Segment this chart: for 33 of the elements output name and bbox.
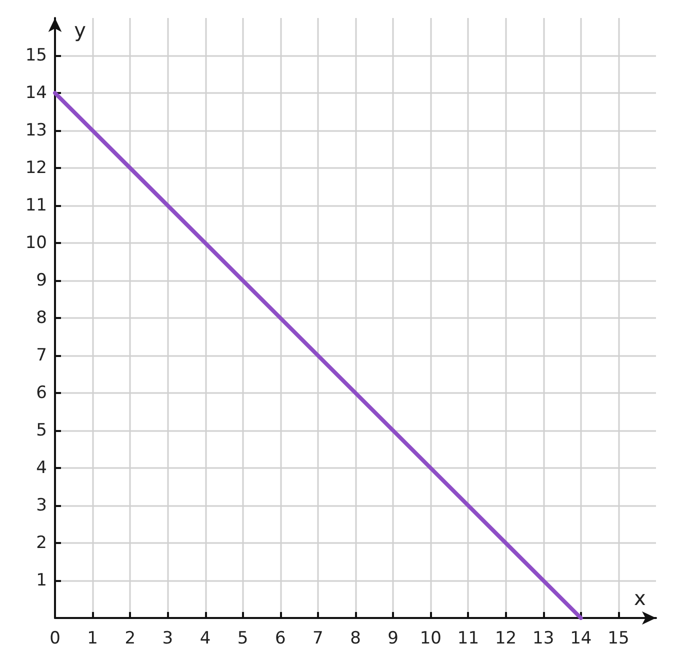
x-tick-label: 4 — [200, 628, 211, 648]
y-tick-label: 7 — [36, 346, 47, 366]
x-tick-label: 13 — [532, 628, 554, 648]
x-tick-label: 7 — [312, 628, 324, 648]
y-tick-label: 6 — [36, 383, 47, 403]
y-tick-label: 9 — [36, 270, 47, 290]
x-tick-label: 12 — [494, 628, 517, 648]
x-tick-label: 5 — [237, 628, 248, 648]
x-tick-label: 6 — [274, 628, 286, 648]
x-tick-label: 3 — [162, 628, 174, 648]
x-tick-label: 15 — [608, 628, 630, 648]
y-tick-label: 15 — [25, 46, 47, 66]
x-tick-label: 0 — [50, 628, 60, 648]
x-tick-label: 2 — [124, 628, 136, 648]
x-axis-title: x — [634, 586, 646, 610]
y-tick-label: 12 — [25, 158, 47, 178]
x-tick-label: 14 — [570, 628, 592, 648]
y-tick-label: 1 — [36, 570, 47, 590]
y-tick-label: 14 — [25, 83, 47, 103]
x-tick-label: 8 — [350, 628, 361, 648]
x-tick-label: 10 — [420, 628, 442, 648]
x-tick-label: 11 — [457, 628, 480, 648]
y-tick-label: 8 — [36, 308, 47, 328]
y-tick-label: 10 — [25, 233, 47, 253]
y-tick-label: 3 — [36, 496, 47, 516]
y-tick-label: 11 — [25, 196, 47, 216]
y-tick-label: 2 — [36, 533, 47, 553]
y-tick-label: 13 — [25, 120, 47, 140]
y-axis-title: y — [74, 18, 86, 42]
y-tick-label: 4 — [36, 458, 47, 478]
y-tick-label: 5 — [36, 420, 47, 440]
x-tick-label: 1 — [87, 628, 98, 648]
x-tick-label: 9 — [388, 628, 398, 648]
